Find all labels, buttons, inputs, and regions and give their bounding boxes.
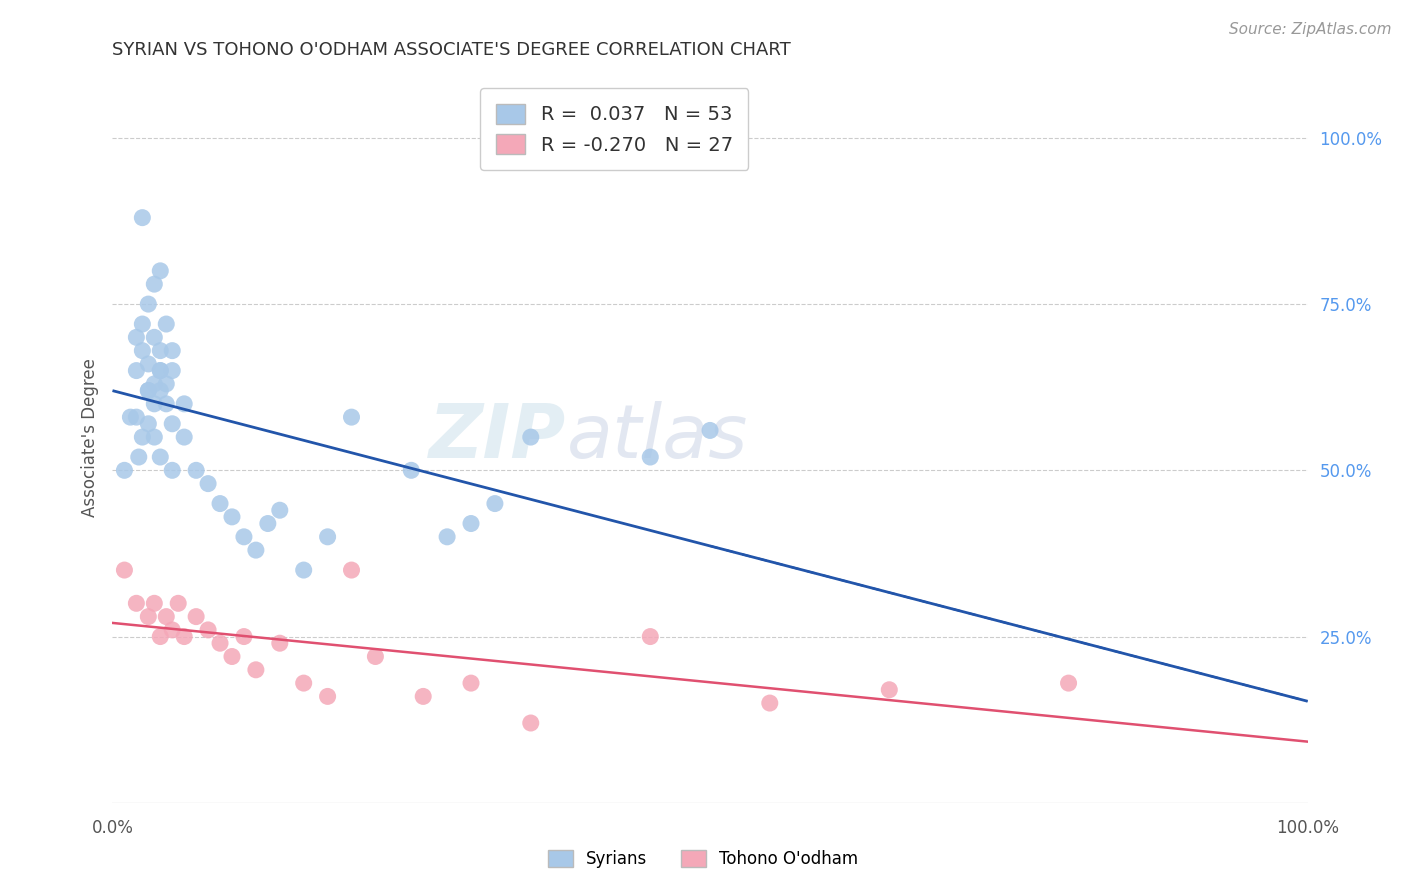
Point (460, 516, 482, 531)
Legend: R =  0.037   N = 53, R = -0.270   N = 27: R = 0.037 N = 53, R = -0.270 N = 27 (481, 88, 748, 170)
Point (125, 330, 148, 344)
Point (167, 596, 190, 610)
Point (114, 463, 135, 477)
Point (699, 424, 721, 438)
Point (245, 543, 267, 558)
Point (155, 397, 177, 411)
Point (1057, 676, 1080, 690)
Point (125, 363, 148, 377)
Point (520, 430, 543, 444)
Point (316, 530, 339, 544)
Point (125, 410, 148, 425)
Point (640, 450, 662, 464)
Point (149, 264, 172, 278)
Point (221, 649, 243, 664)
Point (131, 343, 153, 358)
Point (197, 476, 219, 491)
Point (233, 530, 256, 544)
Y-axis label: Associate's Degree: Associate's Degree (80, 358, 98, 516)
Point (138, 384, 160, 398)
Point (125, 596, 148, 610)
Point (143, 330, 166, 344)
Text: Source: ZipAtlas.com: Source: ZipAtlas.com (1229, 22, 1392, 37)
Point (209, 497, 232, 511)
Point (143, 277, 166, 292)
Point (162, 623, 183, 637)
Text: SYRIAN VS TOHONO O'ODHAM ASSOCIATE'S DEGREE CORRELATION CHART: SYRIAN VS TOHONO O'ODHAM ASSOCIATE'S DEG… (112, 41, 792, 59)
Point (143, 596, 166, 610)
Point (316, 690, 339, 704)
Point (131, 317, 153, 331)
Point (155, 317, 177, 331)
Point (401, 463, 423, 477)
Point (143, 430, 166, 444)
Point (138, 297, 160, 311)
Point (640, 630, 662, 644)
Point (114, 563, 135, 577)
Point (149, 363, 172, 377)
Point (460, 676, 482, 690)
Point (340, 410, 363, 425)
Point (233, 630, 256, 644)
Text: atlas: atlas (567, 401, 748, 473)
Point (149, 343, 172, 358)
Point (364, 649, 387, 664)
Point (436, 530, 458, 544)
Point (143, 376, 166, 391)
Point (412, 690, 434, 704)
Point (138, 384, 160, 398)
Point (269, 503, 291, 517)
Point (173, 630, 195, 644)
Point (155, 376, 177, 391)
Point (155, 609, 177, 624)
Point (173, 430, 195, 444)
Point (186, 609, 208, 624)
Point (162, 363, 183, 377)
Point (245, 663, 267, 677)
Point (138, 609, 160, 624)
Point (138, 357, 160, 371)
Point (221, 509, 243, 524)
Point (292, 563, 315, 577)
Point (131, 211, 153, 225)
Point (340, 563, 363, 577)
Point (173, 397, 195, 411)
Point (120, 410, 142, 425)
Point (149, 630, 172, 644)
Point (269, 636, 291, 650)
Point (186, 463, 208, 477)
Point (149, 384, 172, 398)
Point (128, 450, 150, 464)
Point (197, 623, 219, 637)
Point (292, 676, 315, 690)
Point (138, 417, 160, 431)
Point (484, 497, 506, 511)
Point (162, 463, 183, 477)
Point (131, 430, 153, 444)
Point (759, 696, 782, 710)
Point (257, 516, 280, 531)
Point (143, 397, 166, 411)
Legend: Syrians, Tohono O'odham: Syrians, Tohono O'odham (541, 843, 865, 875)
Point (879, 682, 901, 697)
Point (162, 417, 183, 431)
Point (520, 716, 543, 731)
Point (209, 636, 232, 650)
Point (149, 450, 172, 464)
Point (162, 343, 183, 358)
Text: ZIP: ZIP (429, 401, 567, 474)
Point (149, 363, 172, 377)
